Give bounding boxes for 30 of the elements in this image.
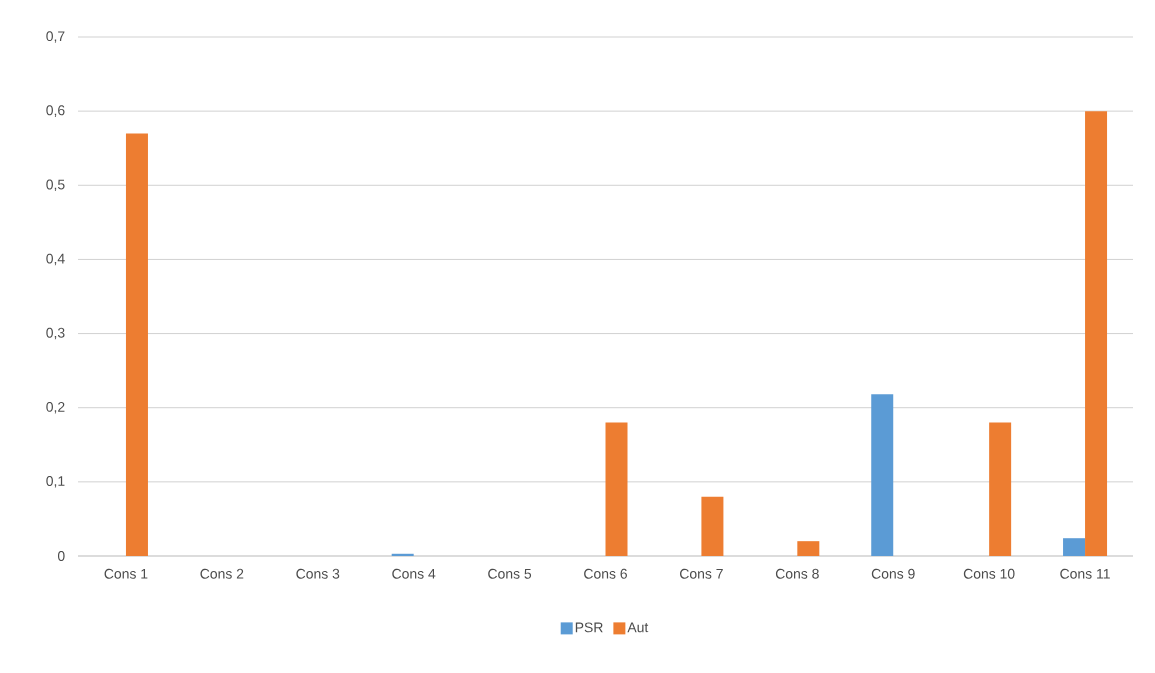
x-tick-label: Cons 5: [488, 568, 532, 579]
bar: [871, 394, 894, 556]
x-tick-label: Cons 4: [392, 568, 436, 579]
y-tick-label: 0,6: [46, 105, 65, 117]
x-tick-label: Cons 3: [296, 568, 340, 579]
bar: [391, 553, 414, 556]
y-tick-label: 0,5: [46, 179, 65, 192]
bar: [605, 422, 628, 556]
y-tick-label: 0,4: [46, 253, 65, 266]
x-tick-label: Cons 8: [775, 568, 819, 579]
bar: [797, 541, 820, 556]
legend-label: PSR: [575, 622, 603, 633]
bar: [1063, 538, 1086, 556]
bar: [1085, 111, 1108, 556]
x-tick-label: Cons 7: [680, 568, 723, 579]
x-tick-label: Cons 11: [1060, 568, 1110, 579]
x-tick-label: Cons 9: [871, 568, 915, 579]
y-tick-label: 0,2: [46, 401, 65, 414]
y-tick-label: 0,7: [46, 31, 65, 43]
x-tick-label: Cons 10: [963, 568, 1015, 579]
x-tick-label: Cons 2: [200, 568, 244, 579]
bar: [989, 422, 1012, 556]
legend-label: Aut: [627, 622, 649, 633]
x-tick-label: Cons 6: [584, 568, 627, 579]
x-tick-label: Cons 1: [104, 568, 148, 579]
bar: [701, 496, 724, 556]
y-tick-label: 0,1: [46, 476, 65, 488]
y-tick-label: 0: [57, 551, 65, 561]
bar: [125, 133, 148, 556]
y-tick-label: 0,3: [46, 327, 65, 340]
